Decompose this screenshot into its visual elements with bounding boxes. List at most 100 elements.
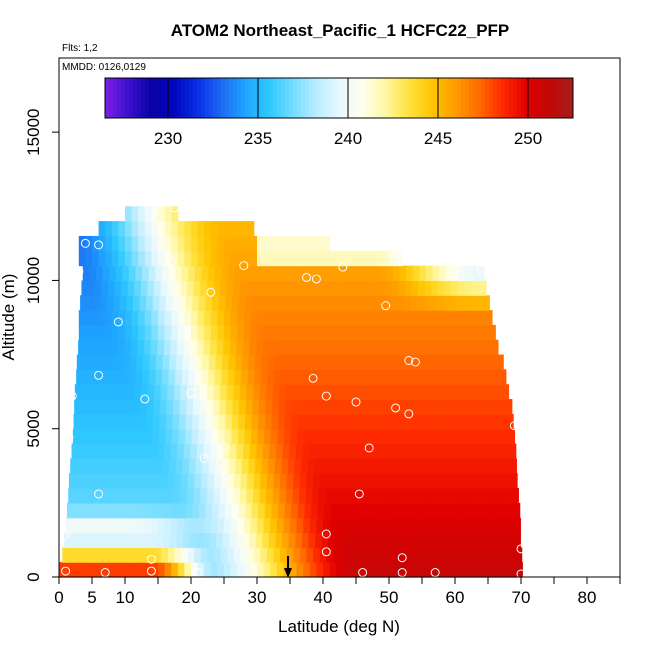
heatmap-cell: [236, 339, 244, 356]
heatmap-cell: [438, 547, 446, 563]
heatmap-cell: [154, 473, 162, 489]
heatmap-cell: [284, 428, 292, 445]
heatmap-cell: [68, 473, 77, 489]
heatmap-cell: [371, 384, 380, 400]
heatmap-cell: [271, 295, 279, 311]
heatmap-cell: [153, 399, 161, 415]
heatmap-cell: [455, 517, 463, 534]
heatmap-cell: [464, 280, 472, 296]
x-tick-label: 70: [512, 588, 531, 607]
heatmap-cell: [224, 517, 232, 534]
heatmap-cell: [177, 562, 185, 578]
heatmap-cell: [99, 502, 108, 519]
heatmap-cell: [164, 562, 172, 578]
heatmap-cell: [301, 458, 309, 474]
heatmap-cell: [276, 324, 284, 341]
heatmap-cell: [279, 488, 287, 504]
heatmap-cell: [312, 280, 320, 296]
heatmap-cell: [171, 310, 179, 326]
heatmap-cell: [356, 324, 364, 341]
heatmap-cell: [357, 295, 365, 311]
heatmap-row: [78, 250, 403, 267]
heatmap-cell: [304, 502, 312, 519]
heatmap-cell: [356, 517, 364, 534]
heatmap-cell: [452, 369, 460, 385]
heatmap-cell: [116, 458, 124, 474]
heatmap-cell: [470, 384, 479, 400]
heatmap-cell: [131, 310, 139, 326]
heatmap-cell: [310, 428, 318, 445]
heatmap-cell: [383, 502, 391, 519]
heatmap-cell: [164, 324, 172, 341]
heatmap-cell: [363, 502, 372, 519]
heatmap-cell: [453, 532, 461, 548]
heatmap-cell: [389, 562, 397, 578]
heatmap-cell: [388, 443, 396, 459]
heatmap-cell: [353, 369, 361, 385]
heatmap-cell: [168, 369, 176, 385]
heatmap-cell: [74, 384, 83, 400]
heatmap-cell: [101, 384, 109, 400]
heatmap-cell: [408, 562, 416, 578]
heatmap-cell: [410, 502, 418, 519]
heatmap-cell: [325, 280, 333, 296]
heatmap-cell: [229, 443, 238, 459]
x-tick-label: 60: [446, 588, 465, 607]
heatmap-cell: [218, 413, 226, 430]
heatmap-cell: [198, 295, 207, 311]
heatmap-cell: [484, 488, 492, 504]
colorbar-swatch: [505, 78, 510, 118]
heatmap-cell: [373, 458, 382, 474]
heatmap-cell: [446, 458, 454, 474]
heatmap-cell: [299, 384, 307, 400]
heatmap-cell: [154, 384, 162, 400]
heatmap-cell: [111, 517, 119, 534]
heatmap-cell: [446, 354, 454, 370]
heatmap-cell: [357, 502, 365, 519]
heatmap-cell: [212, 295, 220, 311]
heatmap-cell: [283, 250, 291, 267]
heatmap-cell: [80, 295, 88, 311]
heatmap-cell: [175, 458, 184, 474]
heatmap-cell: [330, 413, 339, 430]
heatmap-cell: [470, 399, 478, 415]
heatmap-cell: [188, 265, 196, 282]
heatmap-cell: [139, 413, 147, 430]
heatmap-cell: [260, 369, 269, 385]
heatmap-cell: [486, 354, 494, 370]
heatmap-cell: [440, 532, 448, 548]
heatmap-cell: [490, 488, 498, 504]
heatmap-cell: [185, 295, 193, 311]
heatmap-cell: [258, 413, 266, 430]
heatmap-cell: [93, 399, 102, 415]
heatmap-cell: [206, 384, 215, 400]
heatmap-cell: [283, 517, 291, 534]
heatmap-cell: [97, 532, 105, 548]
heatmap-cell: [303, 324, 311, 341]
heatmap-cell: [250, 310, 258, 326]
heatmap-cell: [448, 310, 456, 326]
heatmap-cell: [93, 502, 101, 519]
heatmap-cell: [217, 235, 225, 252]
heatmap-cell: [365, 280, 373, 296]
heatmap-cell: [179, 502, 187, 519]
heatmap-cell: [499, 458, 507, 474]
heatmap-cell: [208, 354, 217, 370]
heatmap-cell: [296, 517, 304, 534]
heatmap-cell: [391, 384, 399, 400]
heatmap-cell: [84, 443, 92, 459]
heatmap-cell: [426, 458, 434, 474]
colorbar-tick-label: 245: [424, 129, 452, 148]
heatmap-cell: [352, 547, 360, 563]
heatmap-cell: [266, 473, 275, 489]
heatmap-cell: [189, 354, 197, 370]
heatmap-cell: [210, 324, 218, 341]
heatmap-cell: [158, 562, 166, 578]
heatmap-cell: [152, 295, 160, 311]
heatmap-cell: [428, 324, 436, 341]
heatmap-cell: [451, 280, 459, 296]
heatmap-cell: [469, 413, 477, 430]
heatmap-cell: [87, 399, 95, 415]
heatmap-cell: [345, 384, 353, 400]
heatmap-cell: [363, 413, 372, 430]
